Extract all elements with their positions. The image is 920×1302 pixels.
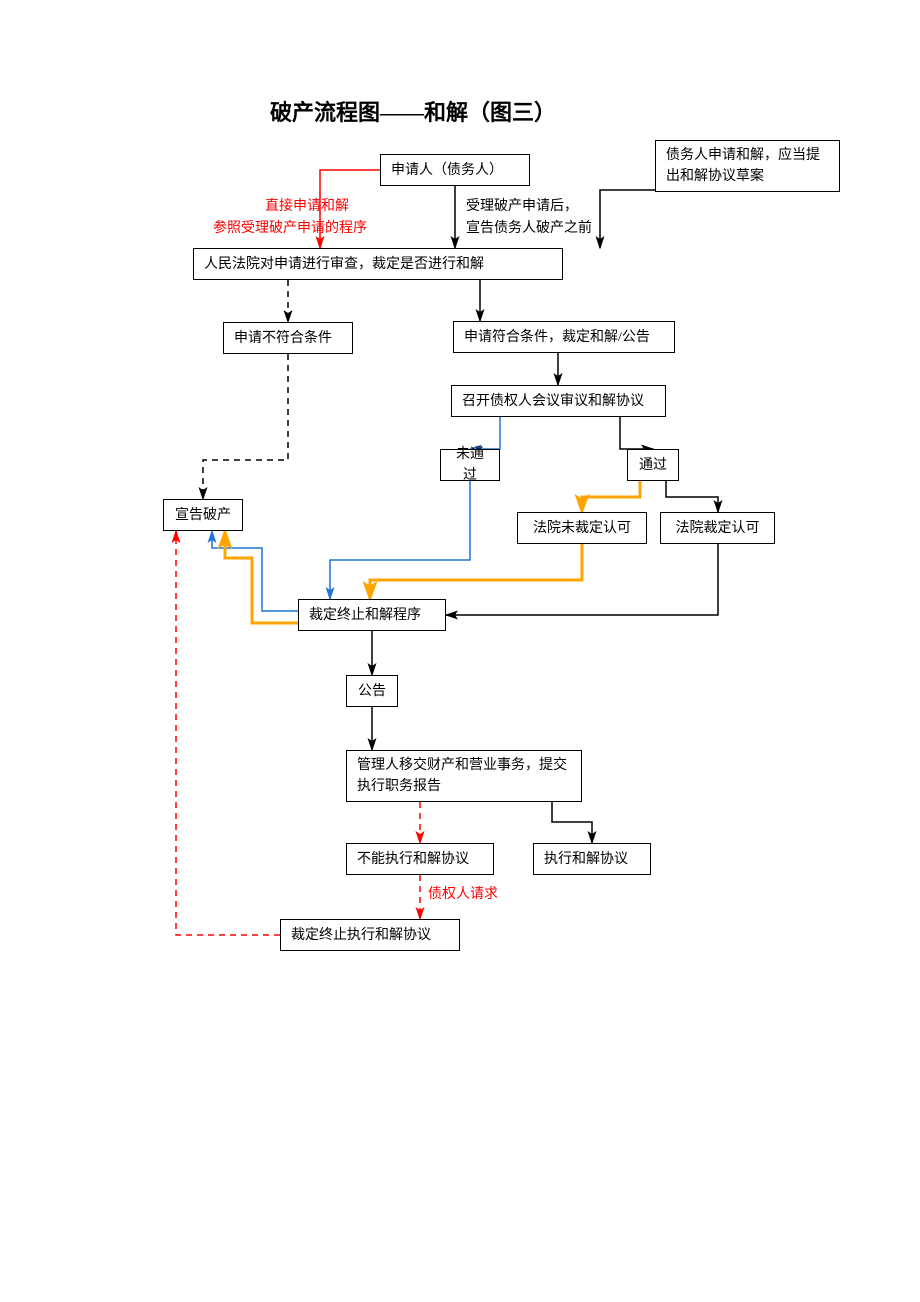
label-direct1: 直接申请和解 xyxy=(265,196,349,217)
node-approve: 法院裁定认可 xyxy=(660,512,775,544)
edge-approve-down-to-terminate xyxy=(446,544,718,615)
node-court: 人民法院对申请进行审查，裁定是否进行和解 xyxy=(193,248,563,280)
node-exec: 执行和解协议 xyxy=(533,843,651,875)
node-terminate: 裁定终止和解程序 xyxy=(298,599,446,631)
node-cantexec: 不能执行和解协议 xyxy=(346,843,494,875)
node-applicant: 申请人（债务人） xyxy=(380,154,530,186)
edge-notmeet-to-announce xyxy=(203,354,288,499)
edge-notpass-to-terminate xyxy=(330,481,470,599)
label-after2: 宣告债务人破产之前 xyxy=(466,218,592,239)
label-creditor: 债权人请求 xyxy=(428,884,498,905)
node-notapprove: 法院未裁定认可 xyxy=(517,512,647,544)
label-direct2: 参照受理破产申请的程序 xyxy=(213,218,367,239)
node-termexec: 裁定终止执行和解协议 xyxy=(280,919,460,951)
edge-notapprove-to-terminate xyxy=(370,544,582,599)
edge-termexec-to-announce xyxy=(176,531,280,935)
edge-terminate-to-announce-blue xyxy=(212,531,298,611)
label-after1: 受理破产申请后， xyxy=(466,196,578,217)
node-announce: 宣告破产 xyxy=(163,499,243,531)
node-meeting: 召开债权人会议审议和解协议 xyxy=(451,385,666,417)
edge-meeting-to-pass xyxy=(620,417,653,449)
node-notpass: 未通过 xyxy=(440,449,500,481)
edge-terminate-to-announce-orange xyxy=(225,531,298,623)
diagram-title: 破产流程图——和解（图三） xyxy=(270,95,556,127)
node-draft: 债务人申请和解，应当提出和解协议草案 xyxy=(655,140,840,192)
node-notice: 公告 xyxy=(346,675,398,707)
edge-handover-to-exec xyxy=(552,802,592,843)
node-meet: 申请符合条件，裁定和解/公告 xyxy=(453,321,675,353)
edge-pass-to-approve xyxy=(666,481,718,512)
node-pass: 通过 xyxy=(627,449,679,481)
edge-pass-to-notapprove xyxy=(582,481,640,512)
edge-draft-to-court xyxy=(600,190,655,248)
edges-layer xyxy=(0,0,920,1302)
node-handover: 管理人移交财产和营业事务，提交执行职务报告 xyxy=(346,750,582,802)
node-notmeet: 申请不符合条件 xyxy=(223,322,353,354)
